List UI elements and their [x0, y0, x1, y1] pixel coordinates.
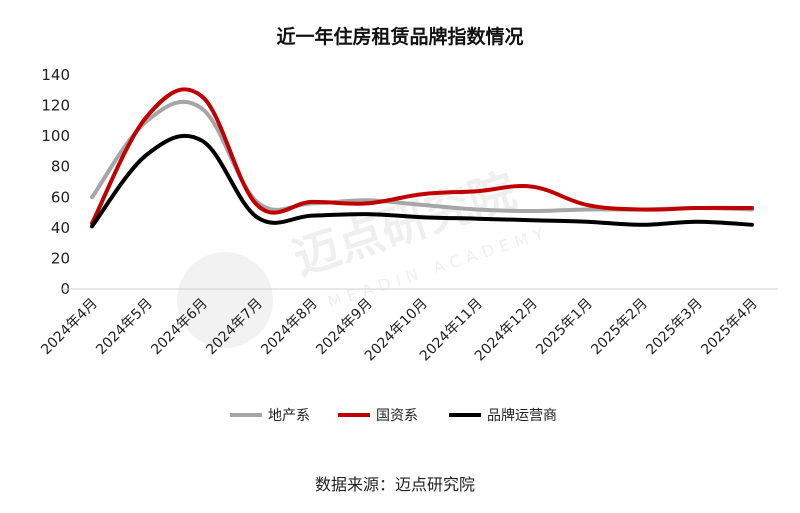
- y-tick-label: 40: [51, 219, 70, 237]
- legend-label: 品牌运营商: [487, 407, 557, 424]
- source-note: 数据来源：迈点研究院: [315, 475, 475, 494]
- series-line-3: [90, 133, 754, 229]
- legend-label: 国资系: [376, 408, 418, 424]
- watermark-logo: [177, 252, 273, 348]
- x-tick-label: 2025年4月: [698, 296, 761, 359]
- y-tick-label: 80: [51, 158, 70, 176]
- series-line-2: [90, 87, 754, 226]
- x-axis: 2024年4月2024年5月2024年6月2024年7月2024年8月2024年…: [38, 296, 761, 365]
- y-tick-label: 120: [41, 97, 70, 115]
- x-tick-label: 2025年2月: [588, 296, 651, 359]
- x-tick-label: 2024年5月: [93, 296, 156, 359]
- y-tick-label: 100: [41, 127, 70, 145]
- y-tick-label: 60: [51, 188, 70, 206]
- legend-label: 地产系: [268, 408, 310, 424]
- chart-title: 近一年住房租赁品牌指数情况: [276, 25, 523, 48]
- legend: 地产系 国资系 品牌运营商: [230, 407, 557, 424]
- y-tick-label: 20: [51, 249, 70, 267]
- x-tick-label: 2024年4月: [38, 296, 101, 359]
- y-tick-label: 140: [41, 66, 70, 84]
- x-tick-label: 2025年1月: [533, 296, 596, 359]
- x-tick-label: 2025年3月: [643, 296, 706, 359]
- series-layer: [90, 87, 754, 229]
